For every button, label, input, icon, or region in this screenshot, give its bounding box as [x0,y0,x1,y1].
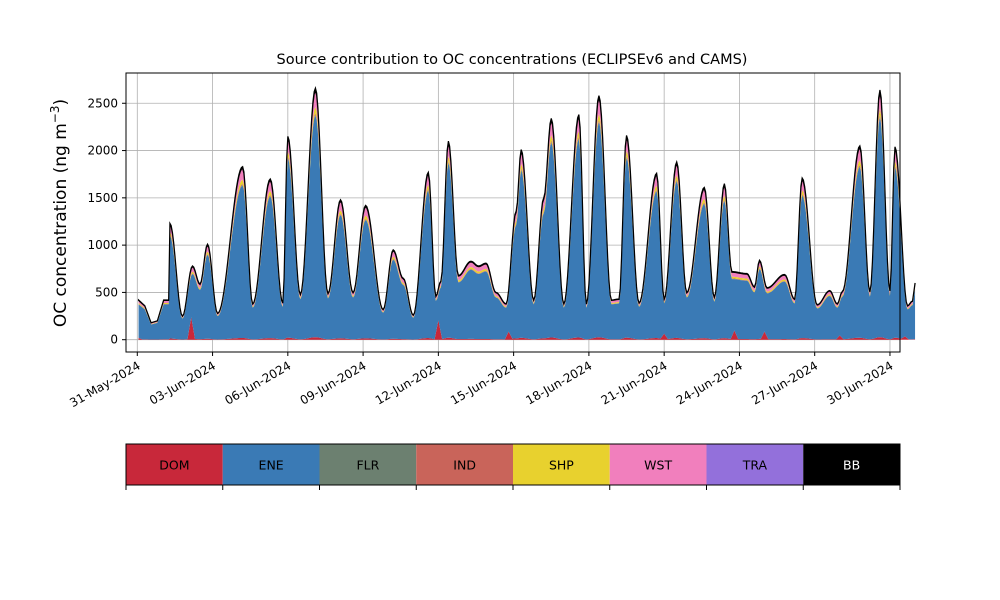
legend-swatch-tra [706,444,804,485]
x-tick-label: 09-Jun-2024 [298,358,369,407]
legend-swatch-shp [513,444,610,485]
y-tick-label: 1500 [87,191,118,205]
legend-swatch-ind [416,444,513,485]
y-tick-label: 500 [95,285,118,299]
y-axis-label-close: ) [51,99,71,106]
x-tick-label: 12-Jun-2024 [373,358,444,407]
legend-colorbar: DOM ENE FLR IND SHP WST TRA BB [125,443,901,490]
legend-swatch-ene [222,444,320,485]
legend-label-dom: DOM [159,458,189,473]
legend-label-tra: TRA [742,458,768,473]
y-axis-label: OC concentration (ng m−3) [48,99,71,327]
x-tick-label: 18-Jun-2024 [523,358,594,407]
legend-label-ene: ENE [259,458,284,473]
legend-label-flr: FLR [356,458,379,473]
y-tick-label: 2000 [87,144,118,158]
y-axis-label-main: OC concentration (ng m [51,123,71,327]
legend-label-bb: BB [843,458,860,473]
plot-frame [125,72,901,353]
legend-label-ind: IND [453,458,476,473]
plot-area: 0 500 1000 1500 2000 2500 31-May-2024 03-Jun-20… [67,72,916,410]
x-tick-label: 21-Jun-2024 [599,358,670,407]
x-tick-label: 30-Jun-2024 [824,358,895,407]
y-tick-label: 2500 [87,96,118,110]
legend-swatch-wst [609,444,707,485]
area-series-bb [137,86,916,324]
chart-title: Source contribution to OC concentrations… [277,52,748,68]
x-tick-label: 31-May-2024 [67,358,142,410]
y-tick-label: 1000 [87,238,118,252]
x-tick-label: 06-Jun-2024 [222,358,293,407]
legend-swatch-bb [803,444,900,485]
legend-swatch-dom [126,444,223,485]
x-tick-label: 15-Jun-2024 [448,358,519,407]
x-tick-label: 24-Jun-2024 [674,358,745,407]
area-series-ene [138,115,916,340]
x-tick-label: 03-Jun-2024 [147,358,218,407]
y-axis-label-exponent: −3 [48,105,62,123]
legend-label-wst: WST [644,458,672,473]
legend-label-shp: SHP [549,458,574,473]
legend-swatch-flr [319,444,417,485]
x-tick-label: 27-Jun-2024 [749,358,820,407]
y-tick-label: 0 [110,333,118,347]
